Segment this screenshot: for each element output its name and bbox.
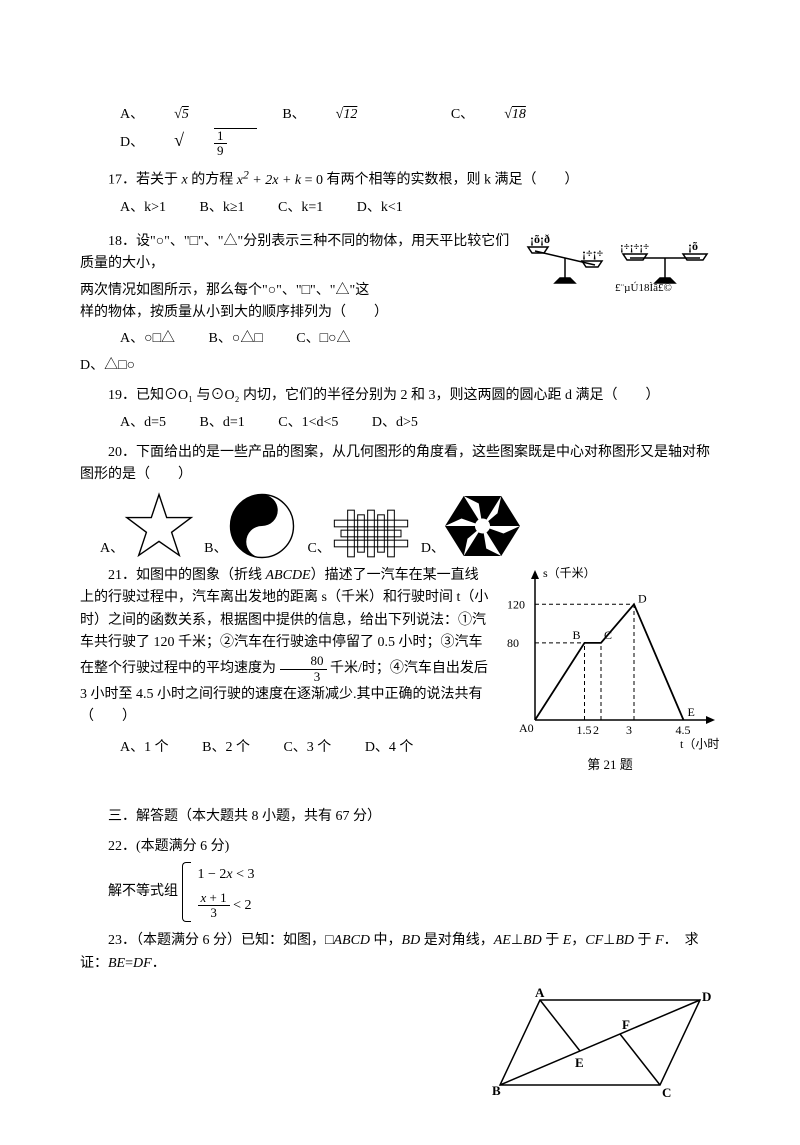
q23-label-D: D — [702, 989, 711, 1004]
yinyang-icon — [227, 491, 297, 561]
q18-bal1-right: ¡÷¡÷ — [582, 246, 604, 260]
q16-options: A、√5 B、√12 C、√18 D、√19 — [80, 104, 720, 158]
svg-text:C: C — [604, 628, 612, 642]
q23-label-C: C — [662, 1085, 671, 1100]
q20-text: 20．下面给出的是一些产品的图案，从几何图形的角度看，这些图案既是中心对称图形又… — [80, 442, 720, 487]
q17-optD: D、k<1 — [357, 197, 403, 219]
q19-optD: D、d>5 — [372, 412, 418, 434]
q20-A: A、 — [100, 538, 124, 560]
svg-text:3: 3 — [626, 723, 632, 737]
svg-text:t（小时）: t（小时） — [680, 737, 720, 751]
q21-chart: s（千米） t（小时） A0 80 120 1.52 3 4.5 B C D E 第 21 题 — [500, 565, 720, 776]
q17-optB: B、k≥1 — [200, 197, 245, 219]
q23-label-B: B — [492, 1083, 501, 1098]
q20-C: C、 — [307, 538, 330, 560]
svg-text:120: 120 — [507, 597, 525, 611]
q23-text: 23．（本题满分 6 分）已知：如图，□ABCD 中，BD 是对角线，AE⊥BD… — [80, 930, 720, 975]
q19-options: A、d=5 B、d=1 C、1<d<5 D、d>5 — [80, 412, 720, 434]
q23-figure: A D B C E F — [80, 985, 720, 1105]
q17-text: 17．若关于 x 的方程 x2 + 2x + k = 0 有两个相等的实数根，则… — [80, 166, 720, 192]
svg-text:2: 2 — [593, 723, 599, 737]
svg-text:80: 80 — [507, 636, 519, 650]
q23-label-E: E — [575, 1055, 584, 1070]
q18-options: A、○□△ B、○△□ C、□○△ — [80, 328, 510, 350]
q21-text: 21．如图中的图象（折线 ABCDE）描述了一汽车在某一直线上的行驶过程中，汽车… — [80, 565, 490, 763]
q20-options: A、 B、 C、 D、 — [80, 491, 720, 561]
svg-text:4.5: 4.5 — [676, 723, 691, 737]
q21-optA: A、1 个 — [120, 737, 169, 759]
svg-text:s（千米）: s（千米） — [543, 566, 596, 580]
q23-label-A: A — [535, 985, 545, 1000]
q16-optA: A、√5 — [120, 104, 249, 126]
q21-caption: 第 21 题 — [500, 755, 720, 776]
q19-optA: A、d=5 — [120, 412, 166, 434]
section3-title: 三．解答题（本大题共 8 小题，共有 67 分） — [80, 806, 720, 828]
svg-text:E: E — [688, 705, 695, 719]
q16-optC: C、√18 — [451, 104, 586, 126]
q21-options: A、1 个 B、2 个 C、3 个 D、4 个 — [80, 737, 490, 759]
svg-text:B: B — [573, 628, 581, 642]
q20-D: D、 — [421, 538, 445, 560]
q21-optD: D、4 个 — [365, 737, 414, 759]
q19-optC: C、1<d<5 — [278, 412, 338, 434]
q18-bal1-left: ¡õ¡ð — [530, 232, 550, 246]
q18-line3: 样的物体，按质量从小到大的顺序排列为（ ） — [80, 302, 510, 324]
knot-icon — [331, 506, 411, 561]
q18-caption: £¨µÚ18Ìâ£© — [615, 282, 672, 293]
q18-bal2-left: ¡÷¡÷¡÷ — [620, 241, 649, 253]
q20-B: B、 — [204, 538, 227, 560]
hexagon-spiral-icon — [445, 491, 520, 561]
q23-label-F: F — [622, 1017, 630, 1032]
q21-optB: B、2 个 — [202, 737, 250, 759]
q16-optB: B、√12 — [282, 104, 417, 126]
q19-text: 19．已知⊙O₁ 与⊙O₂ 内切，它们的半径分别为 2 和 3，则这两圆的圆心距… — [80, 385, 720, 407]
q19-optB: B、d=1 — [200, 412, 245, 434]
q18-optA: A、○□△ — [120, 328, 175, 350]
q18-line1: 18．设"○"、"□"、"△"分别表示三种不同的物体，用天平比较它们质量的大小， — [80, 231, 510, 276]
star-icon — [124, 491, 194, 561]
q18-optB: B、○△□ — [209, 328, 263, 350]
q18-optC: C、□○△ — [296, 328, 350, 350]
q16-optD: D、√19 — [120, 126, 287, 158]
q17-optA: A、k>1 — [120, 197, 166, 219]
q18-figure: ¡õ¡ð ¡÷¡÷ ¡÷¡÷¡÷ ¡õ £¨µÚ18Ìâ£© — [520, 223, 720, 293]
q17-options: A、k>1 B、k≥1 C、k=1 D、k<1 — [80, 197, 720, 219]
svg-text:A0: A0 — [519, 721, 534, 735]
q21-optC: C、3 个 — [283, 737, 331, 759]
q18-bal2-right: ¡õ — [688, 239, 698, 253]
q18-optD: D、△□○ — [80, 355, 510, 377]
q22-head: 22．(本题满分 6 分) — [80, 836, 720, 858]
q18-line2: 两次情况如图所示，那么每个"○"、"□"、"△"这 — [80, 280, 510, 302]
svg-text:D: D — [638, 591, 647, 605]
svg-text:1.5: 1.5 — [577, 723, 592, 737]
q17-optC: C、k=1 — [278, 197, 323, 219]
q22-body: 解不等式组 1 − 2x < 3 x + 13 < 2 — [80, 862, 720, 922]
